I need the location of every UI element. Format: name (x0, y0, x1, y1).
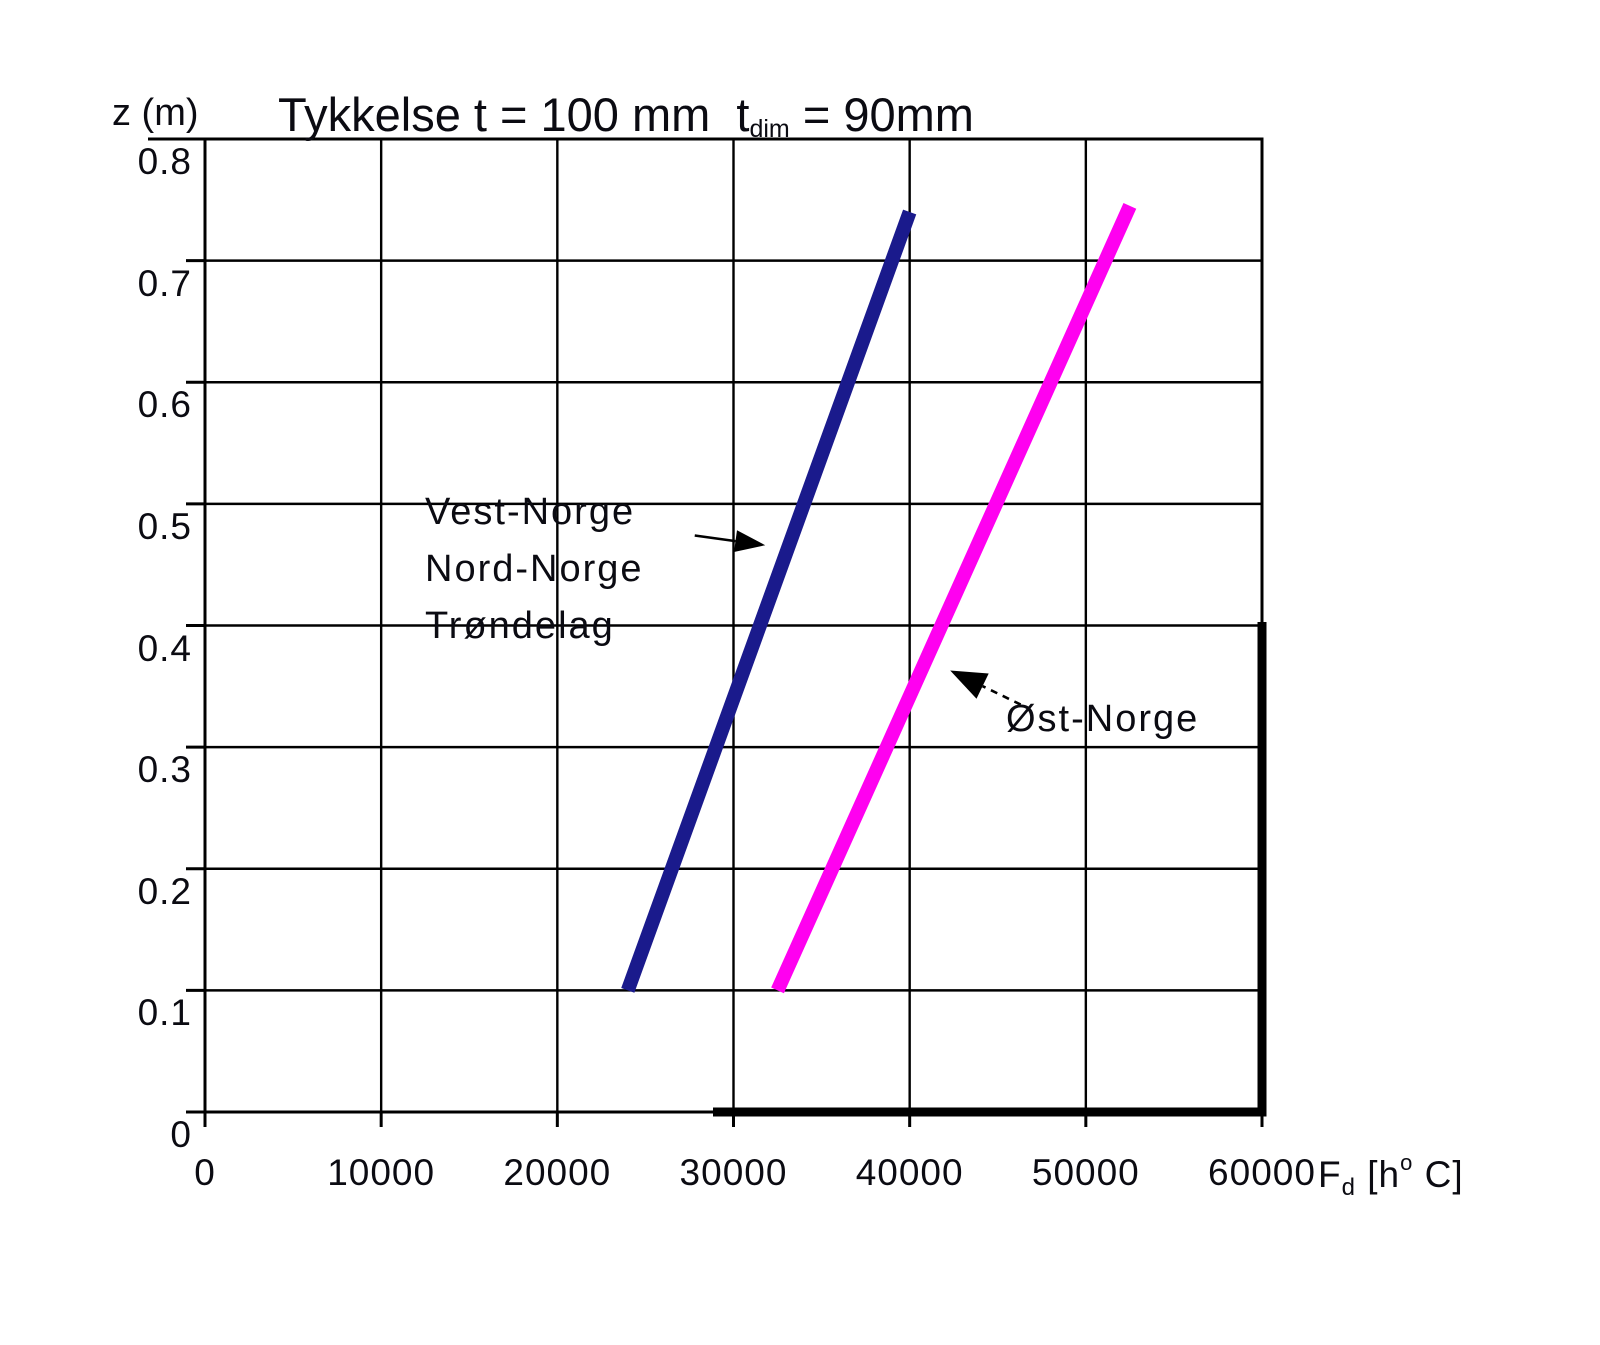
x-tick-label: 30000 (679, 1152, 788, 1193)
chart-title-prefix: Tykkelse t = 100 mm t (278, 88, 750, 141)
x-axis-title-superscript: o (1400, 1150, 1414, 1175)
annotation-arrow-head-1 (950, 670, 989, 699)
x-axis-title-mid: [h (1355, 1154, 1401, 1195)
y-axis-unit-label: z (m) (112, 92, 199, 134)
x-tick-label: 10000 (327, 1152, 436, 1193)
annotation-line-vest-norge: Vest-Norge (425, 491, 636, 533)
x-axis-title: Fd [ho C] (1318, 1150, 1464, 1202)
annotation-line-nord-norge: Nord-Norge (425, 548, 644, 590)
x-tick-label: 20000 (503, 1152, 612, 1193)
x-tick-label: 50000 (1031, 1152, 1140, 1193)
annotation-vest-norge-group: Vest-Norge Nord-Norge Trøndelag (425, 484, 644, 655)
x-tick-label: 40000 (855, 1152, 964, 1193)
chart-title: Tykkelse t = 100 mm tdim = 90mm (278, 90, 974, 154)
annotation-arrow-line-0 (694, 534, 736, 543)
y-tick-label: 0.4 (137, 627, 192, 669)
y-tick-label: 0.5 (137, 505, 192, 547)
chart-title-subscript: dim (749, 115, 790, 143)
y-tick-label: 0.6 (137, 384, 192, 426)
x-axis-title-subscript: d (1341, 1174, 1356, 1201)
chart-title-suffix: = 90mm (789, 88, 974, 141)
x-axis-title-end: C] (1413, 1154, 1464, 1195)
annotation-line-trondelag: Trøndelag (425, 605, 615, 647)
y-tick-label: 0.8 (137, 141, 192, 182)
y-tick-label: 0.1 (137, 992, 192, 1034)
y-tick-label: 0.2 (137, 870, 192, 912)
x-tick-label: 0 (194, 1152, 216, 1193)
annotation-ost-norge: Øst-Norge (1006, 698, 1200, 740)
y-tick-label: 0 (170, 1114, 192, 1155)
y-tick-label: 0.3 (137, 749, 192, 791)
x-axis-title-base: F (1318, 1154, 1342, 1195)
series-line-1 (771, 203, 1137, 994)
series-line-0 (621, 209, 917, 993)
x-tick-label: 60000 (1208, 1152, 1316, 1193)
y-tick-label: 0.7 (137, 262, 192, 304)
annotation-arrow-head-0 (733, 530, 766, 553)
